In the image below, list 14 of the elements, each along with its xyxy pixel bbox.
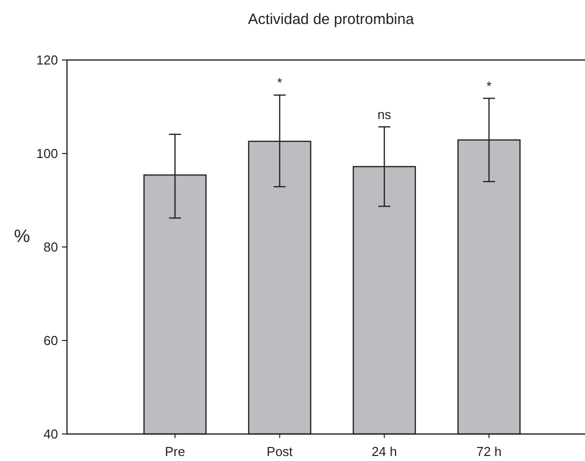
y-tick-label: 80 — [44, 240, 58, 255]
annotation: * — [277, 75, 282, 90]
chart-title: Actividad de protrombina — [248, 11, 415, 28]
annotation: * — [486, 78, 492, 94]
y-tick-label: 100 — [36, 146, 58, 162]
x-tick-label: Post — [266, 444, 294, 459]
x-tick-label: Pre — [164, 444, 186, 459]
x-tick-label: 24 h — [372, 444, 397, 459]
y-tick-label: 40 — [44, 426, 58, 442]
annotation: ns — [377, 106, 392, 122]
y-tick-label: 120 — [36, 52, 58, 68]
y-axis-title: % — [14, 226, 30, 246]
y-tick-label: 60 — [44, 333, 58, 348]
x-tick-label: 72 h — [476, 444, 502, 459]
